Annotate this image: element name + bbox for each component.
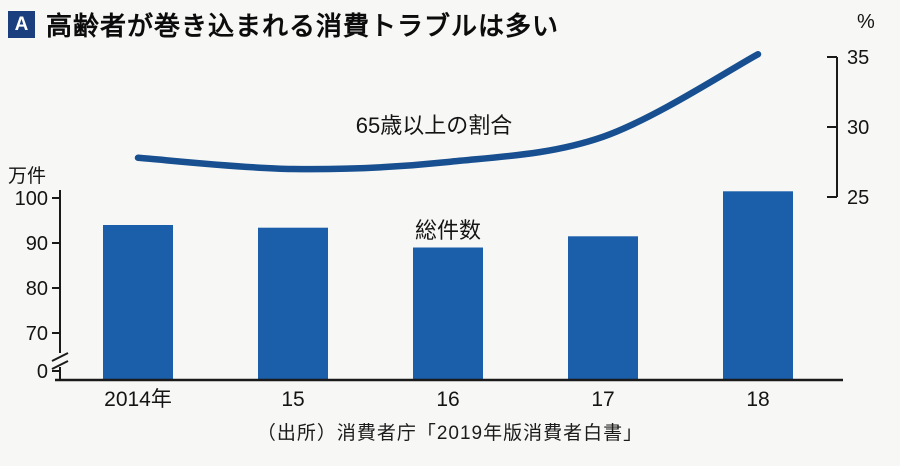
page-title: 高齢者が巻き込まれる消費トラブルは多い bbox=[46, 11, 560, 41]
bar-17 bbox=[568, 236, 638, 381]
left-axis-unit: 万件 bbox=[8, 165, 46, 187]
left-tick-label: 80 bbox=[26, 278, 48, 300]
right-tick-label: 30 bbox=[847, 117, 869, 139]
right-axis-unit: % bbox=[857, 11, 875, 33]
left-tick-label: 70 bbox=[26, 323, 48, 345]
axis-break-mark bbox=[51, 352, 69, 362]
bar-series-label: 総件数 bbox=[415, 218, 481, 243]
x-tick-label: 16 bbox=[436, 388, 459, 411]
bar-16 bbox=[413, 247, 483, 380]
right-tick-label: 35 bbox=[847, 47, 869, 69]
left-tick-label: 90 bbox=[26, 233, 48, 255]
bar-15 bbox=[258, 227, 328, 380]
x-tick-label: 2014年 bbox=[104, 388, 172, 411]
axis-break-mark bbox=[51, 360, 69, 370]
line-series bbox=[134, 50, 762, 173]
source-note: （出所）消費者庁「2019年版消費者白書」 bbox=[256, 423, 644, 444]
right-tick-label: 25 bbox=[847, 187, 869, 209]
left-tick-label: 0 bbox=[37, 361, 48, 383]
x-tick-label: 15 bbox=[281, 388, 304, 411]
x-tick-label: 18 bbox=[746, 388, 769, 411]
line-series-label: 65歳以上の割合 bbox=[356, 113, 512, 138]
title-badge: A bbox=[8, 11, 35, 38]
x-tick-label: 17 bbox=[591, 388, 614, 411]
left-tick-label: 100 bbox=[15, 188, 48, 210]
bar-2014年 bbox=[103, 225, 173, 380]
bar-18 bbox=[723, 191, 793, 381]
chart-header: A 高齢者が巻き込まれる消費トラブルは多い bbox=[8, 6, 559, 43]
